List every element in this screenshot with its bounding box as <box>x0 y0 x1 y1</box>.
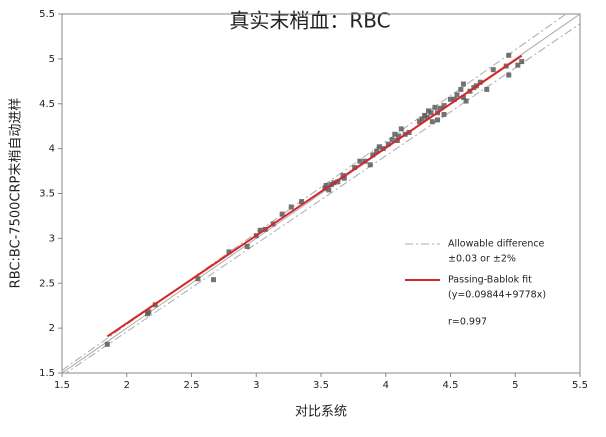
legend-label: Passing-Bablok fit <box>448 275 532 286</box>
point <box>451 96 457 102</box>
y-tick-label: 3.5 <box>39 189 55 200</box>
point <box>396 133 402 139</box>
point <box>515 62 521 68</box>
point <box>211 277 217 283</box>
x-tick-label: 3 <box>253 380 259 391</box>
point <box>424 114 430 120</box>
legend-label: Allowable difference <box>448 239 545 250</box>
y-axis-label: RBC:BC-7500CRP末梢自动进样 <box>9 98 24 289</box>
y-tick-label: 2.5 <box>39 278 55 289</box>
point <box>441 103 447 109</box>
point <box>463 98 469 104</box>
point <box>419 116 425 122</box>
point <box>299 199 305 205</box>
point <box>288 204 294 210</box>
x-tick-label: 3.5 <box>313 380 329 391</box>
limit-line <box>62 14 567 371</box>
point <box>385 141 391 147</box>
y-tick-label: 5 <box>49 54 55 65</box>
point <box>374 148 380 154</box>
x-tick-label: 2.5 <box>184 380 200 391</box>
point <box>370 152 376 158</box>
y-tick-label: 5.5 <box>39 9 55 20</box>
point <box>458 86 464 92</box>
x-tick-label: 5 <box>512 380 518 391</box>
point <box>519 59 525 65</box>
point <box>104 341 110 347</box>
point <box>257 227 263 233</box>
point <box>323 182 329 188</box>
point <box>484 86 490 92</box>
point <box>428 110 434 116</box>
point <box>437 105 443 111</box>
legend-label: (y=0.09844+9778x) <box>448 290 546 301</box>
point <box>416 119 422 125</box>
point <box>454 92 460 98</box>
point <box>352 164 358 170</box>
point <box>335 179 341 185</box>
y-tick-label: 2 <box>49 323 55 334</box>
point <box>460 94 466 100</box>
x-tick-label: 2 <box>124 380 130 391</box>
x-axis-label: 对比系统 <box>295 405 347 420</box>
x-tick-label: 1.5 <box>54 380 70 391</box>
point <box>326 187 332 193</box>
point <box>398 126 404 132</box>
y-tick-label: 4.5 <box>39 99 55 110</box>
point <box>506 72 512 78</box>
point <box>357 158 363 164</box>
chart-title: 真实末梢血：RBC <box>229 9 390 33</box>
point <box>389 137 395 143</box>
y-tick-label: 1.5 <box>39 368 55 379</box>
point <box>490 67 496 73</box>
x-tick-label: 5.5 <box>572 380 588 391</box>
point <box>422 112 428 118</box>
point <box>448 96 453 102</box>
point <box>477 79 483 85</box>
y-tick-label: 3 <box>49 233 55 244</box>
point <box>392 131 398 137</box>
point <box>429 119 435 125</box>
legend-label: r=0.997 <box>448 317 487 328</box>
point <box>146 309 152 315</box>
point <box>425 108 431 114</box>
point <box>195 276 201 282</box>
x-tick-label: 4.5 <box>443 380 459 391</box>
point <box>367 162 373 168</box>
legend-label: ±0.03 or ±2% <box>448 254 516 265</box>
point <box>226 249 232 255</box>
point <box>279 211 285 217</box>
x-tick-label: 4 <box>383 380 389 391</box>
point <box>460 81 466 87</box>
fit-line <box>106 54 523 338</box>
limit-line <box>65 23 580 373</box>
point <box>341 175 347 181</box>
point <box>441 112 447 118</box>
point <box>435 117 441 123</box>
y-tick-label: 4 <box>49 144 55 155</box>
point <box>432 104 438 110</box>
point <box>244 243 250 249</box>
point <box>376 144 382 150</box>
point <box>506 52 512 58</box>
